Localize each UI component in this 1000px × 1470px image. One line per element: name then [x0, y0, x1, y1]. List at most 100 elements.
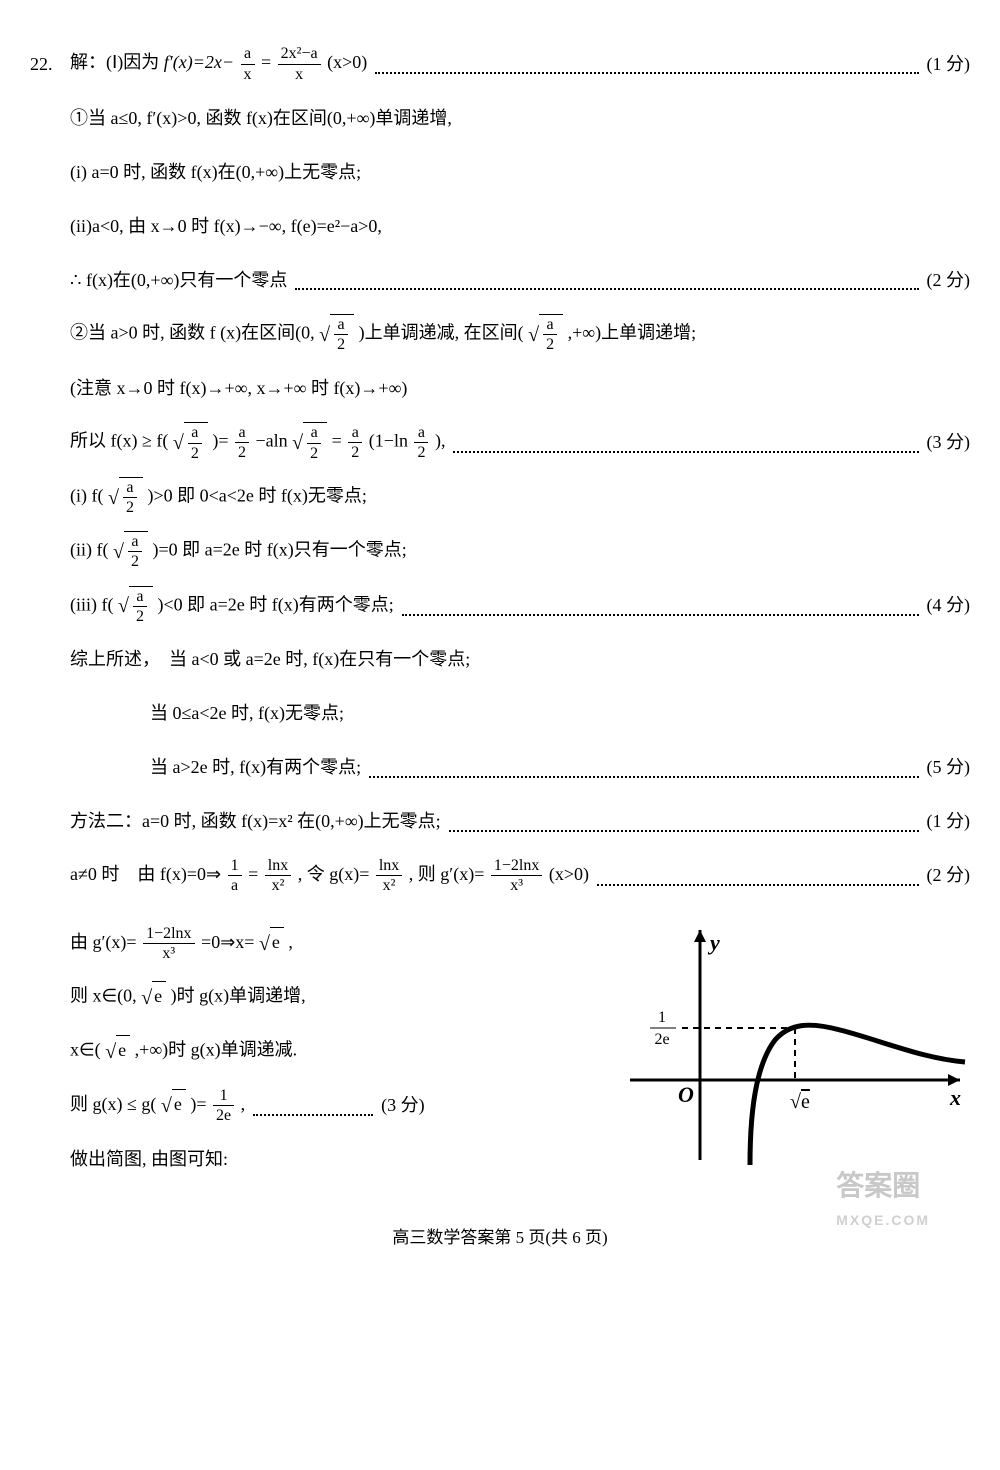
den: x — [278, 65, 321, 84]
radicand: e — [270, 927, 284, 957]
solution-line: 综上所述， 当 a<0 或 a=2e 时, f(x)在只有一个零点; — [30, 640, 970, 680]
solution-line: 则 x∈(0, e )时 g(x)单调递增, — [30, 978, 570, 1018]
t: 由 g′(x)= 1−2lnxx³ =0⇒x= e , — [70, 924, 293, 963]
t: (x>0) — [327, 52, 367, 72]
solution-line-1: 22. 解：(Ⅰ)因为 f′(x)=2x− ax = 2x²−ax (x>0) … — [30, 44, 970, 84]
t: )时 g(x)单调递增, — [171, 986, 306, 1006]
leader-dots — [597, 866, 919, 886]
leader-dots — [369, 758, 918, 778]
solution-line: x∈( e ,+∞)时 g(x)单调递减. — [30, 1032, 570, 1072]
t: )>0 即 0<a<2e 时 f(x)无零点; — [147, 485, 366, 505]
t: )上单调递减, 在区间( — [359, 322, 529, 342]
t: 解：(Ⅰ)因为 — [70, 52, 164, 72]
t: ), — [435, 431, 446, 451]
num: a — [133, 587, 147, 607]
num: a — [334, 315, 348, 335]
fraction: a2 — [235, 423, 249, 462]
den: 2 — [123, 498, 137, 517]
sqrt: a2 — [173, 422, 208, 462]
t: ②当 a>0 时, 函数 f (x)在区间(0, — [70, 322, 319, 342]
t: (i) f( — [70, 485, 108, 505]
sqrt: a2 — [292, 422, 327, 462]
t: )<0 即 a=2e 时 f(x)有两个零点; — [157, 594, 393, 614]
num: a — [123, 478, 137, 498]
text: 解：(Ⅰ)因为 f′(x)=2x− ax = 2x²−ax (x>0) — [70, 44, 367, 83]
num: 2x²−a — [278, 44, 321, 64]
fraction: 1−2lnxx³ — [491, 856, 542, 895]
t: ②当 a>0 时, 函数 f (x)在区间(0, a2 )上单调递减, 在区间(… — [70, 314, 696, 354]
t: 则 g(x) ≤ g( — [70, 1094, 161, 1114]
den: 2 — [128, 552, 142, 571]
num: lnx — [265, 856, 291, 876]
t: (x>0) — [549, 864, 589, 884]
t: 则 x∈(0, — [70, 986, 141, 1006]
score: (3 分) — [381, 1091, 425, 1120]
solution-line: 方法二：a=0 时, 函数 f(x)=x² 在(0,+∞)上无零点; (1 分) — [30, 802, 970, 842]
num: a — [235, 423, 249, 443]
t: ∴ f(x)在(0,+∞)只有一个零点 — [70, 266, 287, 295]
t: 做出简图, 由图可知: — [70, 1145, 228, 1174]
t: (i) f( a2 )>0 即 0<a<2e 时 f(x)无零点; — [70, 477, 367, 517]
t: 所以 f(x) ≥ f( a2 )= a2 −aln a2 = a2 (1−ln… — [70, 422, 445, 462]
den: 2 — [348, 443, 362, 462]
t: = — [261, 52, 271, 72]
fraction: lnxx² — [265, 856, 291, 895]
x-axis-label: x — [949, 1085, 961, 1110]
ytick-num: 1 — [658, 1009, 666, 1026]
num: a — [241, 44, 255, 64]
radicand: e — [152, 981, 166, 1011]
y-axis-label: y — [707, 930, 720, 955]
num: a — [348, 423, 362, 443]
num: 1 — [228, 856, 242, 876]
fraction: 1−2lnxx³ — [143, 924, 194, 963]
t: f′(x)=2x− — [164, 52, 234, 72]
sqrt: a2 — [528, 314, 563, 354]
solution-line: 当 a>2e 时, f(x)有两个零点; (5 分) — [30, 748, 970, 788]
t: (ii) f( — [70, 539, 113, 559]
t: −aln — [256, 431, 288, 451]
fraction: 1a — [228, 856, 242, 895]
den: x — [241, 65, 255, 84]
solution-line: 则 g(x) ≤ g( e )= 12e , (3 分) — [30, 1086, 570, 1126]
sqrt: a2 — [319, 314, 354, 354]
solution-line: a≠0 时 由 f(x)=0⇒ 1a = lnxx² , 令 g(x)= lnx… — [30, 856, 970, 896]
t: (ii) f( a2 )=0 即 a=2e 时 f(x)只有一个零点; — [70, 531, 407, 571]
solution-line: ①当 a≤0, f′(x)>0, 函数 f(x)在区间(0,+∞)单调递增, — [30, 98, 970, 138]
den: x³ — [143, 944, 194, 963]
t: 则 g(x) ≤ g( e )= 12e , — [70, 1086, 245, 1125]
fraction: lnxx² — [376, 856, 402, 895]
sqrt: a2 — [118, 586, 153, 626]
t: 方法二：a=0 时, 函数 f(x)=x² 在(0,+∞)上无零点; — [70, 807, 441, 836]
t: 则 x∈(0, e )时 g(x)单调递增, — [70, 981, 306, 1014]
den: 2 — [188, 444, 202, 463]
t: a≠0 时 由 f(x)=0⇒ — [70, 864, 221, 884]
t: , — [288, 932, 293, 952]
score: (5 分) — [927, 753, 971, 782]
den: x³ — [491, 876, 542, 895]
t: ,+∞)时 g(x)单调递减. — [135, 1040, 297, 1060]
t: 综上所述， 当 a<0 或 a=2e 时, f(x)在只有一个零点; — [70, 645, 470, 674]
t: 当 a>2e 时, f(x)有两个零点; — [150, 753, 361, 782]
y-arrow-icon — [694, 930, 706, 942]
sqrt: e — [259, 927, 284, 960]
num: 1−2lnx — [143, 924, 194, 944]
t: ,+∞)上单调递增; — [568, 322, 696, 342]
leader-dots — [402, 596, 919, 616]
sqrt: e — [141, 981, 166, 1014]
t: (i) a=0 时, 函数 f(x)在(0,+∞)上无零点; — [70, 158, 361, 187]
score: (4 分) — [927, 591, 971, 620]
t: )= — [190, 1094, 206, 1114]
leader-dots — [453, 433, 918, 453]
t: =0⇒x= — [201, 932, 254, 952]
t: (ii)a<0, 由 x→0 时 f(x)→−∞, f(e)=e²−a>0, — [70, 212, 382, 241]
score: (3 分) — [927, 428, 971, 457]
score: (1 分) — [927, 807, 971, 836]
t: , — [241, 1094, 246, 1114]
t: , 则 g′(x)= — [409, 864, 485, 884]
ytick-den: 2e — [654, 1031, 669, 1048]
solution-line: 所以 f(x) ≥ f( a2 )= a2 −aln a2 = a2 (1−ln… — [30, 422, 970, 462]
den: x² — [376, 876, 402, 895]
t: = — [332, 431, 342, 451]
solution-line: ∴ f(x)在(0,+∞)只有一个零点 (2 分) — [30, 260, 970, 300]
t: a≠0 时 由 f(x)=0⇒ 1a = lnxx² , 令 g(x)= lnx… — [70, 856, 589, 895]
